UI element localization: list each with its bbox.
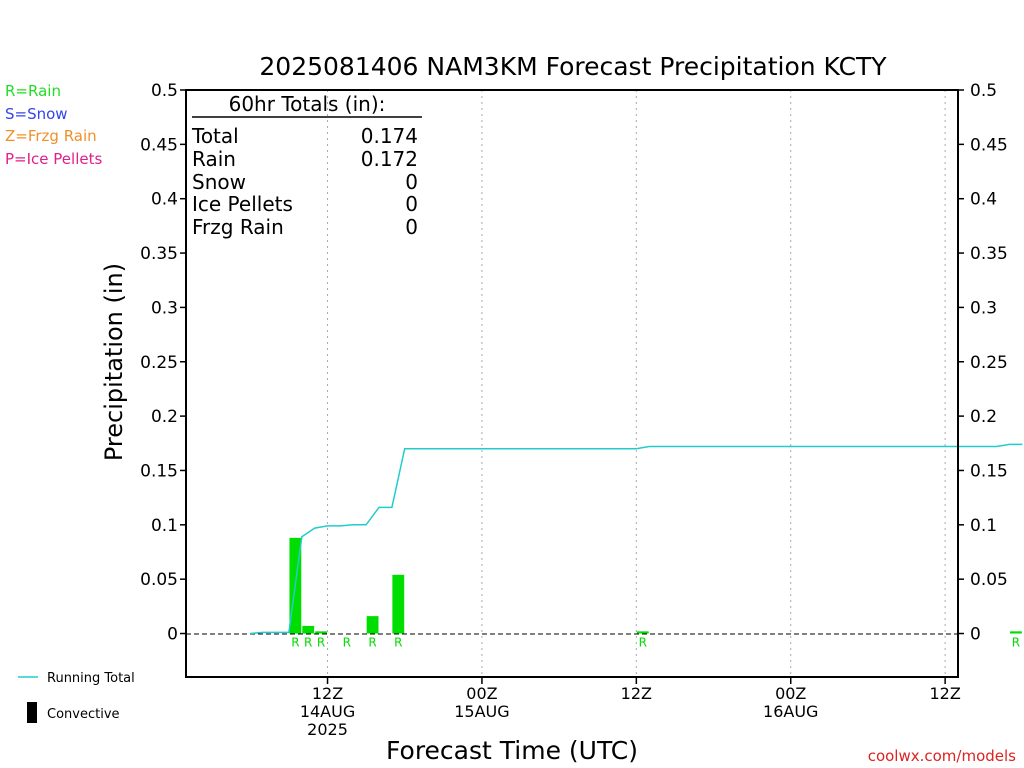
y-tick-label-left: 0.45 bbox=[140, 135, 178, 155]
y-axis-title: Precipitation (in) bbox=[100, 263, 128, 461]
x-tick-label: 12Z bbox=[312, 684, 343, 703]
y-tick-label-left: 0.15 bbox=[140, 461, 178, 481]
totals-value-snow: 0 bbox=[405, 170, 418, 194]
x-axis-title: Forecast Time (UTC) bbox=[386, 736, 638, 765]
y-tick-label-right: 0.45 bbox=[970, 135, 1008, 155]
totals-value-frzg-rain: 0 bbox=[405, 215, 418, 239]
bar-type-label: R bbox=[291, 636, 299, 650]
bar-type-label: R bbox=[317, 636, 325, 650]
y-tick-label-right: 0.15 bbox=[970, 461, 1008, 481]
bar-type-label: R bbox=[639, 636, 647, 650]
bar-type-label: R bbox=[1012, 636, 1020, 650]
y-tick-label-left: 0.5 bbox=[151, 81, 178, 101]
y-tick-label-right: 0 bbox=[970, 625, 981, 645]
legend-frzg-rain: Z=Frzg Rain bbox=[5, 127, 97, 145]
y-tick-label-left: 0.25 bbox=[140, 353, 178, 373]
convective-legend-swatch bbox=[27, 702, 37, 723]
x-tick-label: 16AUG bbox=[763, 702, 818, 721]
y-tick-label-right: 0.25 bbox=[970, 353, 1008, 373]
precip-bars bbox=[289, 537, 1022, 634]
precip-bar bbox=[1009, 631, 1022, 634]
precip-bar bbox=[392, 574, 405, 634]
y-tick-label-right: 0.3 bbox=[970, 298, 997, 318]
chart-title: 2025081406 NAM3KM Forecast Precipitation… bbox=[259, 52, 887, 81]
y-tick-label-right: 0.05 bbox=[970, 570, 1008, 590]
totals-value-rain: 0.172 bbox=[361, 147, 418, 171]
totals-label-frzg-rain: Frzg Rain bbox=[192, 215, 284, 239]
y-tick-label-left: 0.35 bbox=[140, 244, 178, 264]
x-tick-label: 15AUG bbox=[454, 702, 509, 721]
y-tick-label-right: 0.4 bbox=[970, 190, 997, 210]
running-total-line bbox=[250, 443, 1023, 635]
x-tick-label: 00Z bbox=[466, 684, 497, 703]
precip-bar bbox=[366, 616, 379, 634]
y-tick-label-right: 0.35 bbox=[970, 244, 1008, 264]
bar-type-label: R bbox=[394, 636, 402, 650]
x-tick-label: 12Z bbox=[621, 684, 652, 703]
convective-legend-label: Convective bbox=[47, 707, 120, 722]
totals-label-ice-pellets: Ice Pellets bbox=[192, 192, 293, 216]
grid-lines bbox=[327, 90, 946, 677]
totals-label-snow: Snow bbox=[192, 170, 246, 194]
y-tick-label-left: 0 bbox=[167, 625, 178, 645]
y-tick-label-left: 0.4 bbox=[151, 190, 178, 210]
bar-type-label: R bbox=[343, 636, 351, 650]
legend-rain: R=Rain bbox=[5, 82, 61, 100]
y-axis-ticks: 0 00.05 0.050.1 0.10.15 0.150.2 0.20.25 0.250.… bbox=[140, 81, 1008, 645]
y-tick-label-right: 0.2 bbox=[970, 407, 997, 427]
precip-bar bbox=[302, 625, 315, 634]
precip-bar bbox=[315, 631, 328, 634]
y-tick-label-left: 0.2 bbox=[151, 407, 178, 427]
x-tick-label: 00Z bbox=[775, 684, 806, 703]
totals-header: 60hr Totals (in): bbox=[229, 92, 386, 116]
source-watermark: coolwx.com/models bbox=[868, 747, 1016, 765]
y-tick-label-left: 0.1 bbox=[151, 516, 178, 536]
totals-label-total: Total bbox=[191, 124, 239, 148]
y-tick-label-right: 0.1 bbox=[970, 516, 997, 536]
x-tick-label: 2025 bbox=[307, 720, 348, 739]
legend-snow: S=Snow bbox=[5, 105, 68, 123]
plot-frame bbox=[185, 89, 959, 678]
y-tick-label-left: 0.05 bbox=[140, 570, 178, 590]
x-tick-label: 12Z bbox=[929, 684, 960, 703]
totals-box: 60hr Totals (in): Total 0.174 Rain 0.172… bbox=[191, 92, 422, 239]
legend-ice-pellets: P=Ice Pellets bbox=[5, 150, 102, 168]
totals-value-total: 0.174 bbox=[361, 124, 418, 148]
precip-bar bbox=[636, 631, 649, 634]
totals-label-rain: Rain bbox=[192, 147, 236, 171]
y-tick-label-left: 0.3 bbox=[151, 298, 178, 318]
x-tick-label: 14AUG bbox=[300, 702, 355, 721]
bar-type-label: R bbox=[304, 636, 312, 650]
running-total-legend-label: Running Total bbox=[47, 671, 135, 686]
totals-value-ice-pellets: 0 bbox=[405, 192, 418, 216]
y-tick-label-right: 0.5 bbox=[970, 81, 997, 101]
bar-type-label: R bbox=[368, 636, 376, 650]
